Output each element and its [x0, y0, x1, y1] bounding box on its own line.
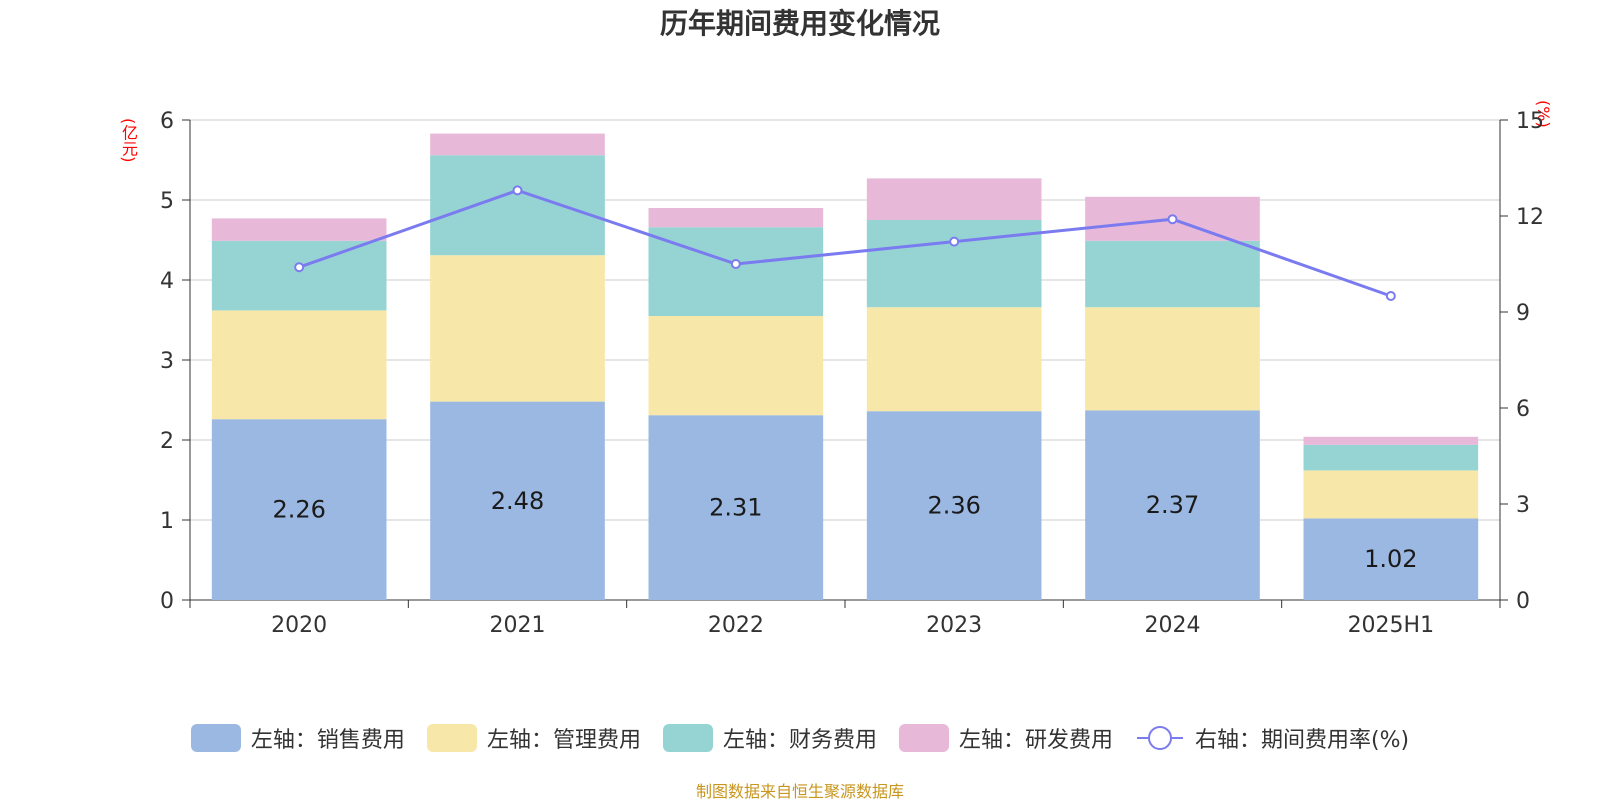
right-tick-label-4: 12	[1516, 205, 1544, 230]
legend-line-marker-icon	[1136, 726, 1183, 750]
bar-s3-2	[648, 208, 824, 228]
chart-plot: 0123456036912152.2620202.4820212.3120222…	[160, 109, 1544, 638]
bar-s2-0	[211, 240, 387, 311]
bar-s0-4	[1085, 410, 1260, 600]
bar-s1-2	[648, 316, 824, 416]
x-tick-label-4: 2024	[1145, 613, 1201, 638]
legend-swatch-finance	[662, 724, 713, 752]
rate-point-0	[294, 262, 305, 273]
bar-s0-0	[211, 419, 387, 600]
right-tick-label-2: 6	[1516, 397, 1530, 422]
legend-label-rate: 右轴：期间费用率(%)	[1194, 728, 1410, 753]
x-tick-label-5: 2025H1	[1348, 613, 1435, 638]
legend-item-sales[interactable]: 左轴：销售费用	[190, 722, 405, 754]
legend-item-rate[interactable]: 右轴：期间费用率(%)	[1135, 722, 1409, 754]
legend-label-sales: 左轴：销售费用	[250, 728, 405, 753]
left-tick-label-5: 5	[160, 189, 174, 214]
legend: 左轴：销售费用 左轴：管理费用 左轴：财务费用 左轴：研发费用 右轴：期间费用率…	[0, 722, 1600, 754]
legend-item-admin[interactable]: 左轴：管理费用	[426, 722, 641, 754]
left-axis-unit: (亿元)	[119, 118, 138, 163]
bar-s3-5	[1303, 436, 1479, 445]
left-tick-label-1: 1	[160, 509, 174, 534]
legend-swatch-rd	[898, 724, 949, 752]
legend-label-admin: 左轴：管理费用	[486, 728, 641, 753]
bar-s0-2	[648, 415, 824, 600]
legend-item-rd[interactable]: 左轴：研发费用	[898, 722, 1113, 754]
bar-data-label-3: 2.36	[927, 492, 980, 520]
x-tick-label-0: 2020	[271, 613, 327, 638]
left-tick-label-0: 0	[160, 589, 174, 614]
rate-point-4	[1167, 214, 1178, 225]
bar-s1-0	[211, 310, 387, 420]
rate-line	[298, 188, 1392, 298]
source-footer: 制图数据来自恒生聚源数据库	[695, 782, 904, 801]
bar-s0-5	[1303, 518, 1479, 600]
bar-data-label-5: 1.02	[1364, 545, 1417, 573]
bar-s1-1	[430, 255, 605, 402]
bar-s1-3	[866, 307, 1042, 412]
bar-s2-3	[866, 220, 1042, 308]
x-tick-label-1: 2021	[490, 613, 546, 638]
bar-s0-3	[866, 411, 1042, 600]
bar-s1-5	[1303, 470, 1479, 519]
chart-title: 历年期间费用变化情况	[659, 7, 940, 40]
x-tick-label-2: 2022	[708, 613, 764, 638]
right-tick-label-5: 15	[1516, 109, 1544, 134]
legend-label-finance: 左轴：财务费用	[722, 728, 877, 753]
left-tick-label-6: 6	[160, 109, 174, 134]
bar-data-label-2: 2.31	[709, 494, 762, 522]
rate-point-5	[1385, 291, 1396, 301]
legend-swatch-sales	[190, 724, 241, 752]
left-tick-label-2: 2	[160, 429, 174, 454]
bar-data-label-4: 2.37	[1146, 491, 1199, 519]
right-axis-unit: (%)	[1534, 100, 1553, 128]
rate-point-2	[730, 259, 741, 269]
right-tick-label-3: 9	[1516, 301, 1530, 326]
bar-data-label-1: 2.48	[491, 487, 544, 515]
right-tick-label-0: 0	[1516, 589, 1530, 614]
bar-s3-0	[211, 218, 387, 241]
legend-item-finance[interactable]: 左轴：财务费用	[662, 722, 877, 754]
left-tick-label-3: 3	[160, 349, 174, 374]
rate-point-3	[949, 236, 960, 247]
bar-s2-5	[1303, 444, 1479, 471]
rate-point-1	[512, 185, 523, 196]
bar-data-label-0: 2.26	[272, 496, 325, 524]
bar-s2-4	[1085, 240, 1260, 308]
legend-label-rd: 左轴：研发费用	[958, 728, 1113, 753]
bar-s3-3	[866, 178, 1042, 220]
x-tick-label-3: 2023	[926, 613, 982, 638]
bar-s2-2	[648, 227, 824, 316]
bar-s3-1	[430, 133, 605, 156]
left-tick-label-4: 4	[160, 269, 174, 294]
legend-swatch-admin	[426, 724, 477, 752]
right-tick-label-1: 3	[1516, 493, 1530, 518]
bar-s2-1	[430, 155, 605, 256]
bar-s0-1	[430, 401, 605, 600]
bar-s1-4	[1085, 307, 1260, 411]
